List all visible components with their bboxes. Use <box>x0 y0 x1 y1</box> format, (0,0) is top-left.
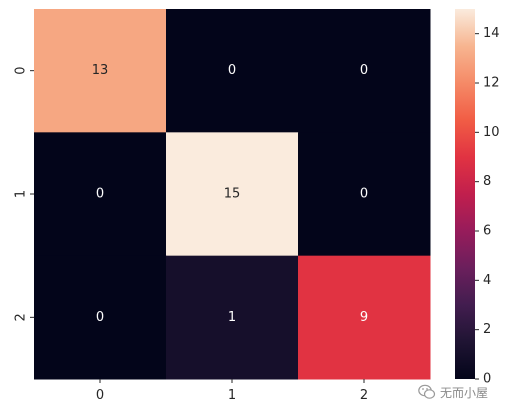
wechat-icon <box>418 384 436 399</box>
watermark-text: 无而小屋 <box>440 385 489 400</box>
colorbar-tick-label: 6 <box>483 224 491 239</box>
y-tick-label: 1 <box>14 190 29 198</box>
y-tick-label: 0 <box>14 67 29 75</box>
heatmap-cell-2-0 <box>34 255 167 380</box>
x-tick-label: 1 <box>228 388 236 403</box>
heatmap-cells <box>34 9 431 380</box>
colorbar-tick-label: 2 <box>483 322 491 337</box>
y-tick-label: 2 <box>14 313 29 321</box>
x-axis: 0 1 2 <box>96 379 368 403</box>
cell-value-1-0: 0 <box>96 187 104 202</box>
watermark: 无而小屋 <box>418 383 488 401</box>
cell-value-1-1: 15 <box>224 187 241 202</box>
cell-value-0-2: 0 <box>360 63 368 78</box>
cell-value-1-2: 0 <box>360 187 368 202</box>
heatmap-cell-1-2 <box>298 132 431 257</box>
x-tick-label: 2 <box>360 388 368 403</box>
cell-value-2-2: 9 <box>360 310 368 325</box>
colorbar-tick-label: 10 <box>483 125 500 140</box>
colorbar-tick-label: 8 <box>483 174 491 189</box>
colorbar-tick-label: 14 <box>483 26 500 41</box>
colorbar-tick-label: 4 <box>483 273 491 288</box>
cell-value-2-0: 0 <box>96 310 104 325</box>
colorbar <box>455 9 475 379</box>
cell-value-2-1: 1 <box>228 310 236 325</box>
heatmap-cell-0-0 <box>34 9 167 133</box>
colorbar-axis: 0 2 4 6 8 10 12 14 <box>475 26 500 387</box>
heatmap-cell-2-2 <box>298 255 431 380</box>
colorbar-tick-label: 12 <box>483 76 500 91</box>
heatmap-cell-1-1 <box>166 132 299 257</box>
heatmap-cell-2-1 <box>166 255 299 380</box>
y-axis: 0 1 2 <box>14 67 34 321</box>
heatmap-cell-0-2 <box>298 9 431 133</box>
colorbar-tick-label: 0 <box>483 372 491 387</box>
cell-value-0-0: 13 <box>92 63 109 78</box>
heatmap-cell-labels: 13 0 0 0 15 0 0 1 9 <box>92 63 368 325</box>
x-tick-label: 0 <box>96 388 104 403</box>
cell-value-0-1: 0 <box>228 63 236 78</box>
heatmap-cell-0-1 <box>166 9 299 133</box>
heatmap-cell-1-0 <box>34 132 167 257</box>
